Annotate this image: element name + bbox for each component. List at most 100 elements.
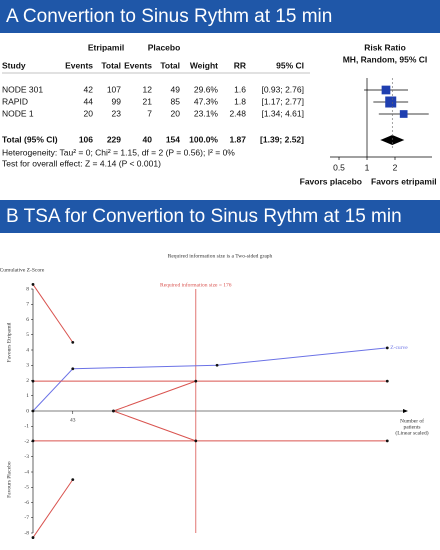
series-line bbox=[113, 380, 196, 412]
y-tick-label: 2 bbox=[26, 378, 29, 384]
y-tick-label: -7 bbox=[24, 515, 29, 521]
cell: 47.3% bbox=[194, 96, 219, 106]
cell: 44 bbox=[84, 96, 94, 106]
point bbox=[112, 409, 115, 413]
series-label: Z-curve bbox=[390, 345, 408, 351]
y-tick-label: 7 bbox=[26, 302, 29, 308]
side-label: Favours Etripamil bbox=[6, 322, 12, 362]
y-label: Cumulative Z-Score bbox=[0, 267, 45, 273]
panel-b-header bbox=[0, 200, 440, 233]
point bbox=[215, 363, 219, 367]
cell: 20 bbox=[84, 108, 94, 118]
point bbox=[31, 439, 35, 443]
cell: [1.34; 4.61] bbox=[261, 108, 304, 118]
total-cell: [1.39; 2.52] bbox=[260, 134, 304, 144]
x-label: Number of bbox=[400, 417, 424, 424]
x-label: patients bbox=[403, 424, 420, 430]
panel-a-header bbox=[0, 0, 440, 33]
y-tick-label: 5 bbox=[26, 332, 29, 338]
y-tick-label: -4 bbox=[24, 469, 29, 475]
cell: 107 bbox=[107, 84, 121, 94]
plot-header: MH, Random, 95% CI bbox=[343, 54, 428, 64]
point bbox=[194, 439, 198, 443]
total-cell: 106 bbox=[79, 134, 93, 144]
tsa-title: Required information size is a Two-sided… bbox=[168, 252, 273, 259]
cell: 2.48 bbox=[229, 108, 246, 118]
cell: 23.1% bbox=[194, 108, 219, 118]
group-header: Etripamil bbox=[88, 42, 124, 52]
point bbox=[385, 379, 389, 383]
point bbox=[31, 379, 35, 383]
x-tick-label: 43 bbox=[70, 417, 76, 423]
cell: 12 bbox=[143, 84, 153, 94]
side-label: Favours Placebo bbox=[6, 461, 12, 498]
study-square bbox=[381, 85, 391, 95]
favors-right: Favors etripamil bbox=[371, 176, 437, 186]
cell: 49 bbox=[171, 84, 181, 94]
x-arrow bbox=[403, 409, 408, 413]
y-tick-label: -1 bbox=[24, 424, 29, 430]
point bbox=[31, 409, 35, 413]
cell: 29.6% bbox=[194, 84, 219, 94]
panel-a-title: A Convertion to Sinus Rythm at 15 min bbox=[6, 6, 332, 27]
y-tick-label: -2 bbox=[24, 439, 29, 445]
study-square bbox=[385, 96, 397, 108]
column-header: Study bbox=[2, 60, 26, 70]
point bbox=[71, 478, 75, 482]
y-tick-label: -8 bbox=[24, 530, 29, 536]
y-tick-label: 3 bbox=[26, 363, 29, 369]
point bbox=[385, 346, 389, 350]
column-header: Events bbox=[124, 60, 152, 70]
series-line bbox=[32, 479, 74, 538]
cell: NODE 301 bbox=[2, 84, 43, 94]
cell: 7 bbox=[147, 108, 152, 118]
column-header: Total bbox=[160, 60, 180, 70]
y-tick-label: 0 bbox=[26, 408, 29, 414]
favors-left: Favors placebo bbox=[300, 176, 362, 186]
x-tick-label: 2 bbox=[393, 162, 398, 172]
point bbox=[71, 367, 75, 371]
total-cell: 154 bbox=[166, 134, 180, 144]
cell: 23 bbox=[112, 108, 122, 118]
y-tick-label: 8 bbox=[26, 286, 29, 292]
y-tick-label: -3 bbox=[24, 454, 29, 460]
group-header: Placebo bbox=[148, 42, 181, 52]
required-information-label: Required information size = 176 bbox=[160, 281, 232, 288]
cell: 21 bbox=[143, 96, 153, 106]
point bbox=[194, 379, 198, 383]
column-header: RR bbox=[234, 60, 246, 70]
point bbox=[385, 439, 389, 443]
y-tick-label: -5 bbox=[24, 485, 29, 491]
cell: 1.6 bbox=[234, 84, 246, 94]
cell: [1.17; 2.77] bbox=[261, 96, 304, 106]
plot-header: Risk Ratio bbox=[364, 42, 406, 52]
cell: 42 bbox=[84, 84, 94, 94]
series-line bbox=[32, 347, 388, 412]
total-cell: 100.0% bbox=[189, 134, 218, 144]
cell: 85 bbox=[171, 96, 181, 106]
cell: 20 bbox=[171, 108, 181, 118]
y-tick-label: -6 bbox=[24, 500, 29, 506]
column-header: Weight bbox=[190, 60, 218, 70]
total-cell: 1.87 bbox=[229, 134, 246, 144]
cell: [0.93; 2.76] bbox=[261, 84, 304, 94]
point bbox=[31, 536, 35, 539]
y-tick-label: 4 bbox=[26, 347, 29, 353]
y-tick-label: 6 bbox=[26, 317, 29, 323]
point bbox=[31, 283, 35, 286]
total-cell: 229 bbox=[107, 134, 121, 144]
x-tick-label: 1 bbox=[365, 162, 370, 172]
cell: 99 bbox=[112, 96, 122, 106]
column-header: 95% CI bbox=[276, 60, 304, 70]
cell: 1.8 bbox=[234, 96, 246, 106]
series-line bbox=[113, 410, 196, 442]
x-tick-label: 0.5 bbox=[333, 162, 345, 172]
total-cell: Total (95% CI) bbox=[2, 134, 58, 144]
heterogeneity: Heterogeneity: Tau² = 0; Chi² = 1.15, df… bbox=[2, 147, 235, 157]
study-square bbox=[399, 110, 408, 118]
point bbox=[71, 340, 75, 344]
y-tick-label: 1 bbox=[26, 393, 29, 399]
panel-b-title: B TSA for Convertion to Sinus Rythm at 1… bbox=[6, 206, 402, 227]
column-header: Total bbox=[101, 60, 121, 70]
